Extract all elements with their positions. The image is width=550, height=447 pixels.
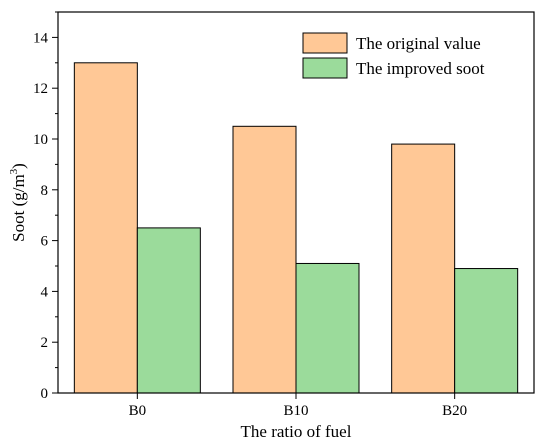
x-tick-label-b0: B0 [129, 403, 147, 419]
bar-the-original-value-b0 [73, 62, 138, 394]
legend-label-original-value: The original value [356, 34, 481, 53]
plot-frame [57, 11, 535, 394]
x-axis-ticks: B0 B10 B20 [129, 393, 467, 419]
y-tick-label: 6 [41, 234, 49, 250]
bar-the-improved-soot-b10 [295, 262, 360, 394]
y-tick-label: 10 [33, 132, 48, 148]
legend-swatch-improved-soot [302, 57, 348, 79]
y-axis-title-superscript: 3 [8, 168, 20, 174]
bar-the-original-value-b10 [232, 125, 297, 394]
y-tick-label: 0 [41, 386, 49, 402]
y-tick-label: 2 [41, 335, 49, 351]
y-tick-label: 14 [33, 30, 49, 46]
y-tick-label: 4 [41, 284, 49, 300]
x-axis-title: The ratio of fuel [241, 422, 352, 441]
legend-label-improved-soot: The improved soot [356, 59, 485, 78]
legend: The original value The improved soot [302, 32, 485, 79]
y-axis-title-end: ) [9, 163, 28, 169]
y-axis-title-main: Soot (g/m [9, 174, 28, 242]
y-axis-ticks: 0 2 4 6 8 10 12 14 [33, 11, 58, 402]
bars-group [73, 62, 519, 394]
bar-the-improved-soot-b0 [136, 227, 201, 394]
y-axis-title: Soot (g/m3) [8, 163, 28, 242]
legend-swatch-original-value [302, 32, 348, 54]
y-tick-label: 8 [41, 183, 49, 199]
y-tick-label: 12 [33, 81, 48, 97]
bar-the-original-value-b20 [391, 143, 456, 394]
bar-the-improved-soot-b20 [454, 268, 519, 394]
x-tick-label-b10: B10 [283, 403, 308, 419]
x-tick-label-b20: B20 [442, 403, 467, 419]
